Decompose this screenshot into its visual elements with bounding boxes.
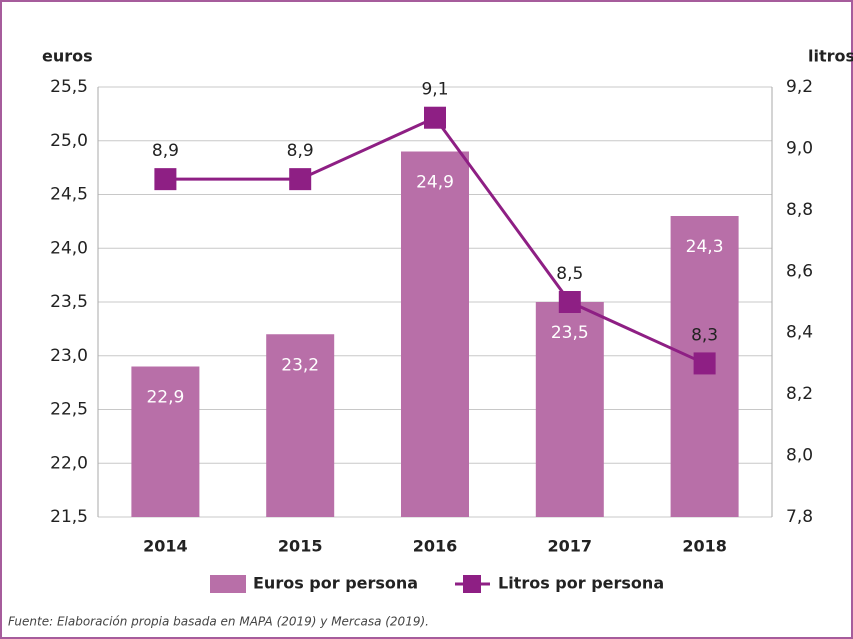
line-value-label: 8,3 <box>691 325 718 345</box>
line-value-label: 8,5 <box>556 264 583 284</box>
y-axis-title: euros <box>42 47 93 66</box>
y2-axis-title: litros <box>808 47 853 66</box>
y2-tick-label: 9,2 <box>786 77 813 97</box>
x-tick-label: 2016 <box>413 537 458 556</box>
y-tick-label: 22,5 <box>50 400 88 420</box>
line-value-label: 8,9 <box>287 141 314 161</box>
y-tick-label: 23,0 <box>50 346 88 366</box>
source-note: Fuente: Elaboración propia basada en MAP… <box>8 615 429 629</box>
legend-label: Euros por persona <box>253 574 418 593</box>
bar-value-label: 24,9 <box>416 173 454 193</box>
y-tick-label: 24,5 <box>50 185 88 205</box>
bar-value-label: 22,9 <box>146 388 184 408</box>
x-tick-label: 2018 <box>682 537 727 556</box>
bar <box>535 302 604 517</box>
y-tick-label: 22,0 <box>50 453 88 473</box>
line-marker <box>154 168 177 191</box>
y2-tick-label: 9,0 <box>786 138 813 158</box>
y-tick-label: 21,5 <box>50 507 88 527</box>
y2-tick-label: 8,4 <box>786 323 813 343</box>
bar <box>401 151 469 517</box>
y2-tick-label: 8,2 <box>786 384 813 404</box>
line-value-label: 8,9 <box>152 141 179 161</box>
y-tick-label: 23,5 <box>50 292 88 312</box>
y-tick-label: 25,0 <box>50 131 88 151</box>
bar <box>131 366 200 517</box>
bar <box>266 334 335 517</box>
y-tick-label: 25,5 <box>50 77 88 97</box>
line-marker <box>693 352 716 375</box>
x-tick-label: 2015 <box>278 537 323 556</box>
legend-swatch <box>463 575 481 593</box>
y-tick-label: 24,0 <box>50 238 88 258</box>
bar-value-label: 23,2 <box>281 355 319 375</box>
y2-tick-label: 8,8 <box>786 200 813 220</box>
x-tick-label: 2017 <box>548 537 593 556</box>
legend-swatch <box>210 575 246 593</box>
legend-label: Litros por persona <box>498 574 664 593</box>
bar-value-label: 23,5 <box>551 323 589 343</box>
line-marker <box>289 168 312 191</box>
bar-value-label: 24,3 <box>686 237 724 257</box>
line-marker <box>424 106 446 129</box>
line-marker <box>558 291 581 313</box>
y2-tick-label: 7,8 <box>786 507 813 527</box>
y2-tick-label: 8,6 <box>786 261 813 281</box>
x-tick-label: 2014 <box>143 537 188 556</box>
y2-tick-label: 8,0 <box>786 446 813 466</box>
line-value-label: 9,1 <box>421 80 448 100</box>
